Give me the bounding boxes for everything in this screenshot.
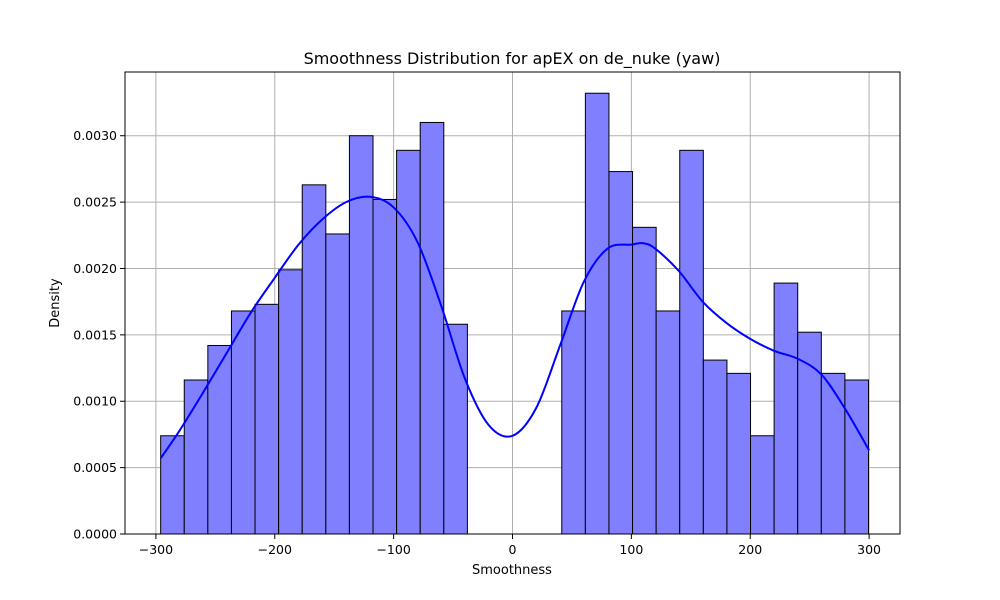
histogram-bar — [844, 379, 870, 535]
x-tick-label: −300 — [139, 542, 173, 557]
y-tick-label: 0.0025 — [73, 195, 117, 210]
y-axis-label: Density — [48, 278, 63, 328]
histogram-bar — [773, 282, 799, 535]
x-axis-label: Smoothness — [472, 563, 552, 578]
histogram-bar — [726, 372, 752, 535]
histogram-bar — [230, 310, 256, 535]
x-tick-label: 300 — [857, 542, 881, 557]
histogram-bar — [820, 372, 846, 535]
x-tick-label: 100 — [619, 542, 643, 557]
histogram-bar — [561, 310, 586, 535]
histogram-bar — [443, 323, 468, 535]
x-tick-label: −100 — [376, 542, 410, 557]
y-tick-label: 0.0010 — [73, 394, 117, 409]
y-tick-label: 0.0020 — [73, 261, 117, 276]
histogram-bar — [679, 149, 704, 535]
x-tick-label: −200 — [258, 542, 292, 557]
histogram-bar — [372, 198, 398, 535]
histogram-bar — [207, 344, 232, 535]
chart-title: Smoothness Distribution for apEX on de_n… — [304, 49, 721, 69]
y-tick-label: 0.0015 — [73, 327, 117, 342]
x-tick-label: 200 — [738, 542, 762, 557]
y-tick-label: 0.0005 — [73, 460, 117, 475]
histogram-bar — [254, 303, 280, 535]
histogram-bar — [396, 149, 421, 535]
x-axis-ticks: −300 −200 −100 0 100 200 300 — [139, 534, 881, 557]
y-tick-label: 0.0030 — [73, 128, 117, 143]
y-tick-label: 0.0000 — [73, 527, 117, 542]
histogram-bar — [608, 171, 634, 535]
kde-curve — [159, 195, 870, 459]
y-axis-ticks: 0.0000 0.0005 0.0010 0.0015 0.0020 0.0025 0.00… — [73, 128, 125, 542]
histogram-bar — [348, 135, 374, 535]
histogram-bar — [584, 92, 610, 535]
histogram-bar — [797, 331, 822, 535]
histogram-bar — [655, 310, 681, 535]
histogram-bar — [160, 435, 185, 535]
histogram-bar — [750, 435, 775, 535]
histogram-bar — [632, 226, 657, 535]
histogram-bar — [702, 359, 728, 535]
histogram-bar — [278, 269, 303, 535]
histogram-bar — [325, 233, 350, 535]
histogram-bar — [419, 121, 445, 535]
x-tick-label: 0 — [509, 542, 517, 557]
